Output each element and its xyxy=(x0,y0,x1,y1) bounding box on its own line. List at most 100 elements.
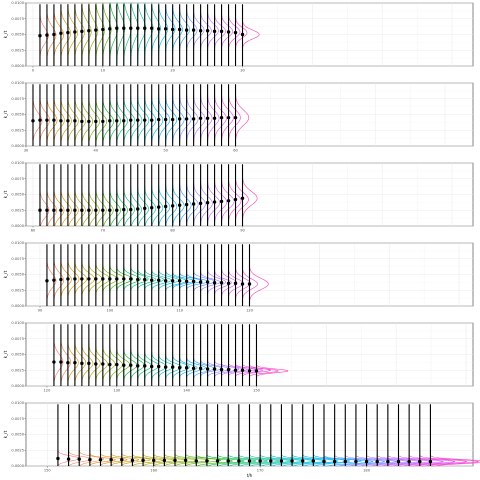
mean-point xyxy=(122,363,126,367)
mean-point xyxy=(191,366,196,371)
violin xyxy=(419,455,479,467)
mean-point xyxy=(198,280,203,284)
violin xyxy=(291,454,339,467)
mean-point xyxy=(233,368,238,372)
mean-point xyxy=(143,26,147,30)
y-tick-label: 0.0075 xyxy=(11,177,24,181)
violin xyxy=(242,20,260,49)
mean-point xyxy=(87,29,91,33)
y-axis-title: k_rt xyxy=(3,350,8,358)
y-tick-label: 0.0025 xyxy=(11,368,24,372)
mean-point xyxy=(184,117,189,121)
mean-point xyxy=(129,26,133,30)
x-tick-label: 140 xyxy=(183,389,191,393)
x-axis-title: t/h xyxy=(247,473,253,478)
y-tick-label: 0.0025 xyxy=(11,288,24,292)
mean-point xyxy=(136,118,140,122)
violin xyxy=(228,363,256,376)
mean-point xyxy=(170,279,175,283)
violin xyxy=(242,175,258,221)
violin xyxy=(121,453,151,467)
violin xyxy=(88,2,99,62)
violin xyxy=(242,267,258,301)
mean-point xyxy=(31,119,35,123)
mean-point xyxy=(354,459,358,464)
violin xyxy=(302,454,351,467)
mean-point xyxy=(184,366,189,370)
violin xyxy=(270,454,315,467)
mean-point xyxy=(73,360,77,365)
violin xyxy=(259,454,304,467)
mean-point xyxy=(233,115,238,120)
mean-point xyxy=(150,118,154,122)
mean-point xyxy=(173,458,177,463)
violin xyxy=(281,454,327,467)
mean-point xyxy=(150,206,154,210)
mean-point xyxy=(150,26,154,30)
y-tick-label: 0.0025 xyxy=(11,208,24,212)
mean-point xyxy=(94,28,98,32)
mean-point xyxy=(77,457,81,461)
mean-point xyxy=(108,362,112,367)
y-tick-label: 0.0025 xyxy=(11,448,24,452)
mean-point xyxy=(80,29,84,34)
violin xyxy=(130,348,145,382)
x-tick-label: 170 xyxy=(257,469,265,473)
mean-point xyxy=(109,458,113,462)
y-tick-label: 0.0075 xyxy=(11,417,24,421)
violin xyxy=(153,453,186,467)
mean-point xyxy=(184,279,189,284)
violin xyxy=(207,360,232,378)
mean-point xyxy=(73,30,77,34)
violin xyxy=(116,2,126,65)
mean-point xyxy=(226,199,231,203)
mean-point xyxy=(428,459,433,464)
mean-point xyxy=(290,459,294,463)
mean-point xyxy=(157,278,161,282)
x-tick-label: 130 xyxy=(113,389,121,393)
y-tick-label: 0.0050 xyxy=(11,353,24,357)
violin xyxy=(144,269,164,290)
mean-point xyxy=(98,458,103,462)
mean-point xyxy=(150,278,154,282)
mean-point xyxy=(66,457,71,461)
mean-point xyxy=(215,459,220,463)
mean-point xyxy=(205,116,210,120)
mean-point xyxy=(94,277,98,281)
y-tick-label: 0.0050 xyxy=(11,273,24,277)
y-tick-label: 0.0100 xyxy=(11,401,24,405)
x-tick-label: 150 xyxy=(253,389,261,393)
mean-point xyxy=(205,200,210,205)
mean-point xyxy=(254,369,259,373)
mean-point xyxy=(66,208,70,212)
mean-point xyxy=(115,277,119,281)
y-tick-label: 0.0100 xyxy=(11,1,24,5)
violin xyxy=(185,453,222,467)
violin xyxy=(193,271,215,292)
mean-point xyxy=(101,208,105,212)
mean-point xyxy=(115,119,119,123)
violin xyxy=(398,455,456,467)
mean-point xyxy=(88,458,92,462)
mean-point xyxy=(279,459,284,463)
mean-point xyxy=(177,279,182,283)
mean-point xyxy=(52,278,56,282)
mean-point xyxy=(45,118,49,122)
violin xyxy=(242,363,271,377)
mean-point xyxy=(343,459,347,464)
mean-point xyxy=(219,367,224,372)
mean-point xyxy=(129,207,133,212)
mean-point xyxy=(108,208,112,212)
violin xyxy=(151,269,172,291)
violin xyxy=(123,266,141,292)
mean-point xyxy=(240,32,245,37)
mean-point xyxy=(52,208,56,212)
mean-point xyxy=(143,277,147,282)
mean-point xyxy=(163,279,168,283)
mean-point xyxy=(87,277,91,281)
panel-4: 90 100 110 120 0.0000 0.0025 0.0050 0.0075 0.010… xyxy=(3,241,474,313)
violin xyxy=(408,455,468,467)
mean-point xyxy=(396,459,401,464)
mean-point xyxy=(38,118,42,122)
mean-point xyxy=(212,280,217,285)
